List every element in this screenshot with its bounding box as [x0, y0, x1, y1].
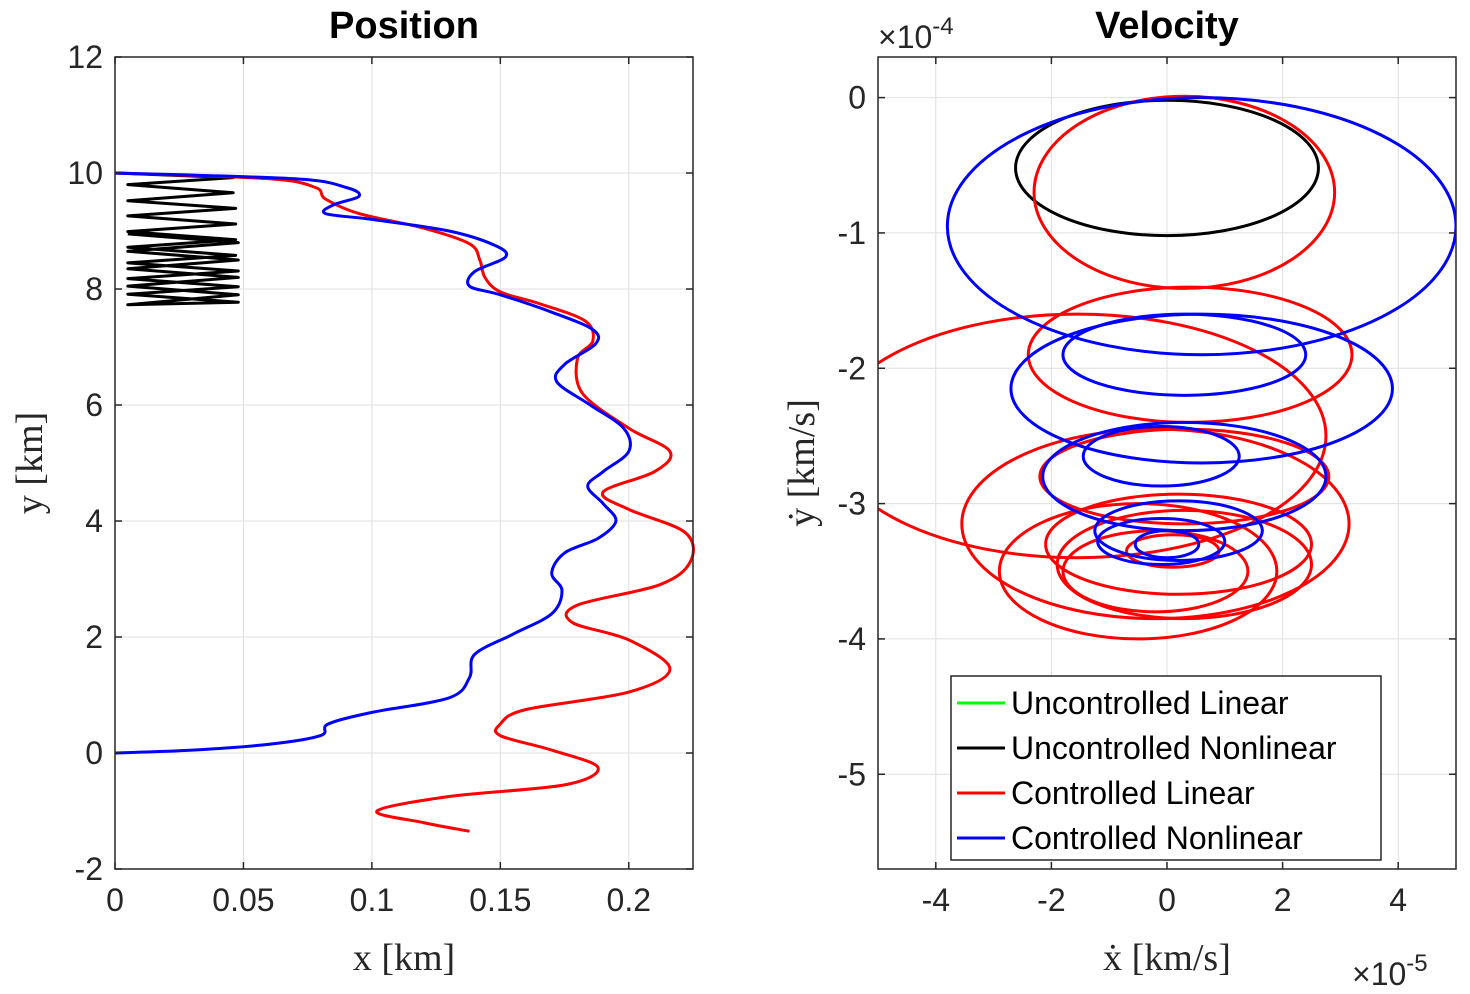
position-x-tick-label: 0 [106, 882, 124, 918]
legend-label-controlled-linear: Controlled Linear [1011, 775, 1255, 811]
velocity-x-tick-label: -2 [1037, 882, 1065, 918]
position-series-controlled-linear [114, 171, 695, 833]
position-y-tick-label: 8 [85, 271, 103, 307]
position-y-tick-label: 10 [67, 155, 103, 191]
velocity-title: Velocity [1095, 5, 1239, 47]
position-series [114, 171, 695, 833]
position-x-tick-label: 0.15 [469, 882, 531, 918]
velocity-loop-controlled-linear [1055, 508, 1313, 621]
velocity-plot: -4 -2 0 2 4 0 -1 -2 -3 -4 -5 Velocity ẋ [km/s] ẏ [… [781, 5, 1457, 992]
velocity-y-tick-label: -5 [838, 756, 866, 792]
velocity-x-multiplier: ×10 [1352, 956, 1406, 992]
velocity-x-exponent: ×10-5 [1352, 950, 1428, 992]
velocity-y-tick-label: 0 [848, 80, 866, 116]
position-y-tick-label: 4 [85, 503, 103, 539]
position-title: Position [329, 5, 479, 47]
position-x-tick-label: 0.1 [350, 882, 394, 918]
velocity-loop-controlled-nonlinear [1061, 312, 1308, 397]
velocity-x-tick-label: 0 [1158, 882, 1176, 918]
position-y-label: y [km] [9, 412, 51, 514]
velocity-y-exponent-power: -4 [932, 13, 953, 40]
velocity-loop-controlled-nonlinear [1133, 529, 1201, 560]
velocity-y-tick-label: -2 [838, 350, 866, 386]
position-y-tick-label: 12 [67, 39, 103, 75]
velocity-loop-controlled-linear [878, 312, 1328, 560]
velocity-series [878, 94, 1456, 641]
position-y-tick-label: 2 [85, 619, 103, 655]
position-series-uncontrolled-nonlinear [114, 171, 240, 307]
velocity-loop-controlled-linear [1044, 492, 1314, 596]
position-y-tick-label: -2 [75, 851, 103, 887]
position-y-tick-label: 0 [85, 735, 103, 771]
legend-label-controlled-nonlinear: Controlled Nonlinear [1011, 820, 1303, 856]
position-x-tick-label: 0.05 [212, 882, 274, 918]
velocity-y-tick-label: -1 [838, 215, 866, 251]
position-series-controlled-nonlinear [114, 171, 632, 755]
velocity-loop-controlled-nonlinear [1041, 420, 1328, 533]
velocity-y-exponent: ×10-4 [878, 13, 954, 55]
legend: Uncontrolled Linear Uncontrolled Nonlinea… [950, 675, 1382, 861]
legend-label-uncontrolled-nonlinear: Uncontrolled Nonlinear [1011, 730, 1337, 766]
position-x-tick-label: 0.2 [607, 882, 651, 918]
velocity-loop-controlled-nonlinear [1096, 516, 1227, 567]
velocity-x-label: ẋ [km/s] [1103, 937, 1231, 979]
position-x-label: x [km] [353, 937, 455, 979]
velocity-loop-uncontrolled-nonlinear [1014, 98, 1320, 238]
velocity-loop-controlled-nonlinear [1093, 499, 1264, 562]
position-y-tick-label: 6 [85, 387, 103, 423]
legend-box [950, 675, 1382, 861]
velocity-y-label: ẏ [km/s] [781, 399, 823, 527]
velocity-y-multiplier: ×10 [878, 19, 932, 55]
velocity-x-exponent-power: -5 [1406, 950, 1427, 977]
velocity-y-tick-label: -4 [838, 621, 866, 657]
velocity-loop-controlled-nonlinear [1081, 424, 1241, 488]
velocity-x-tick-label: 2 [1274, 882, 1292, 918]
legend-label-uncontrolled-linear: Uncontrolled Linear [1011, 685, 1289, 721]
velocity-x-tick-label: -4 [922, 882, 950, 918]
velocity-x-tick-label: 4 [1389, 882, 1407, 918]
velocity-y-tick-label: -3 [838, 486, 866, 522]
velocity-loop-controlled-nonlinear [945, 96, 1456, 357]
velocity-ticks: -4 -2 0 2 4 0 -1 -2 -3 -4 -5 [838, 57, 1456, 918]
position-axes-box [114, 56, 694, 870]
